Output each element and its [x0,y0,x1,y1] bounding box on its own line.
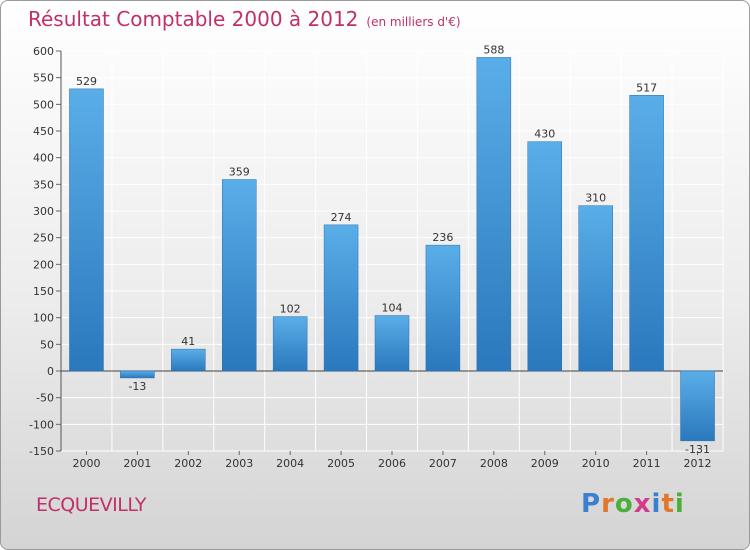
logo-letter: i [674,489,685,519]
y-tick-label: 550 [33,72,54,85]
logo-letter: o [614,489,634,519]
value-label: -131 [685,443,710,456]
x-tick-label: 2011 [633,457,661,470]
value-label: 517 [636,81,657,94]
bar-2003 [221,179,257,372]
y-tick-label: 600 [33,45,54,58]
y-tick-label: 250 [33,232,54,245]
x-tick-label: 2007 [429,457,457,470]
bar-2011 [629,95,664,372]
commune-name: ECQUEVILLY [36,494,147,516]
y-tick-label: 150 [33,285,54,298]
value-label: 104 [382,302,403,315]
x-tick-label: 2009 [531,457,559,470]
bar-2010 [578,205,613,372]
bar-2005 [323,224,359,372]
x-tick-label: 2012 [684,457,712,470]
x-tick-label: 2005 [327,457,355,470]
y-tick-label: 350 [33,178,54,191]
bar-2001 [120,370,155,379]
bar-2008 [476,57,512,372]
y-tick-label: -50 [36,392,54,405]
value-label: 310 [585,192,606,205]
value-label: -13 [128,380,146,393]
logo-letter: x [633,489,652,519]
y-tick-label: -150 [29,445,54,458]
bar-2007 [425,244,461,372]
bar-2000 [69,88,104,372]
x-tick-label: 2001 [123,457,151,470]
value-label: 274 [331,211,352,224]
bar-2002 [171,348,206,372]
y-tick-label: 100 [33,312,54,325]
y-tick-label: 300 [33,205,54,218]
x-tick-label: 2010 [582,457,610,470]
x-tick-label: 2004 [276,457,304,470]
value-label: 588 [483,43,504,56]
value-label: 430 [534,128,555,141]
bar-2012 [680,370,715,442]
y-tick-label: 200 [33,258,54,271]
chart-subtitle: (en milliers d'€) [366,15,461,29]
y-tick-label: 500 [33,98,54,111]
logo-letter: t [661,489,675,519]
chart-title-text: Résultat Comptable 2000 à 2012 [28,7,359,31]
bar-2006 [374,315,410,372]
logo-letter: i [651,489,662,519]
y-tick-label: 50 [40,338,54,351]
value-label: 359 [229,166,250,179]
chart-title: Résultat Comptable 2000 à 2012 (en millie… [28,7,461,31]
value-label: 529 [76,75,97,88]
x-tick-label: 2002 [174,457,202,470]
value-label: 41 [181,335,195,348]
y-tick-label: 400 [33,152,54,165]
bar-2009 [527,141,563,372]
value-label: 236 [432,231,453,244]
value-label: 102 [280,303,301,316]
bar-2004 [272,316,308,372]
x-tick-label: 2000 [72,457,100,470]
x-tick-label: 2008 [480,457,508,470]
logo-letter: P [581,489,602,519]
proxiti-logo: Proxiti [581,489,685,519]
x-tick-label: 2006 [378,457,406,470]
y-tick-label: 450 [33,125,54,138]
y-tick-label: 0 [47,365,54,378]
y-tick-label: -100 [29,418,54,431]
x-tick-label: 2003 [225,457,253,470]
logo-letter: r [601,489,615,519]
